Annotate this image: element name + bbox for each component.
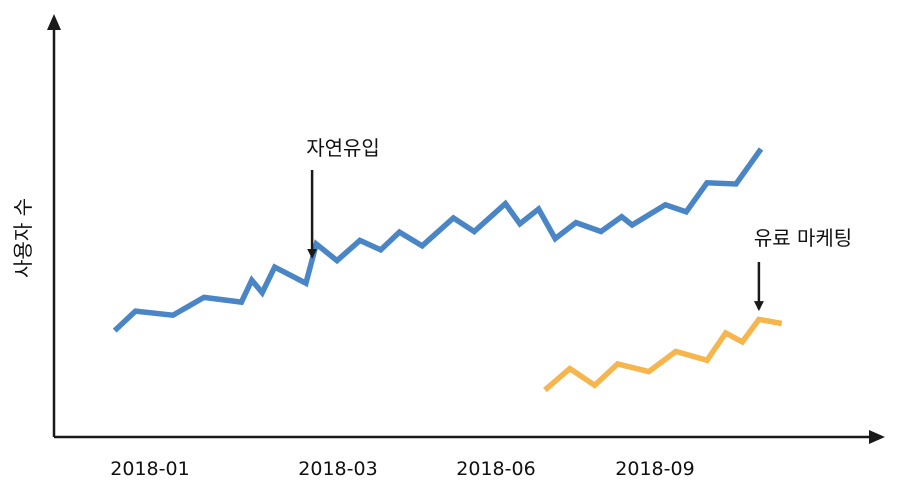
- annotation-organic-label: 자연유입: [306, 136, 380, 160]
- x-tick-label-4: 2018-09: [615, 458, 694, 480]
- x-tick-label-3: 2018-06: [456, 458, 535, 480]
- x-tick-label-2: 2018-03: [298, 458, 377, 480]
- series-line-paid: [543, 316, 783, 393]
- series-line-organic: [112, 147, 764, 333]
- y-axis-arrow-icon: [47, 14, 61, 30]
- y-axis-title: 사용자 수: [11, 198, 35, 278]
- annotation-paid-label: 유료 마케팅: [754, 226, 852, 250]
- x-axis-arrow-icon: [869, 430, 885, 444]
- x-tick-label-1: 2018-01: [110, 458, 189, 480]
